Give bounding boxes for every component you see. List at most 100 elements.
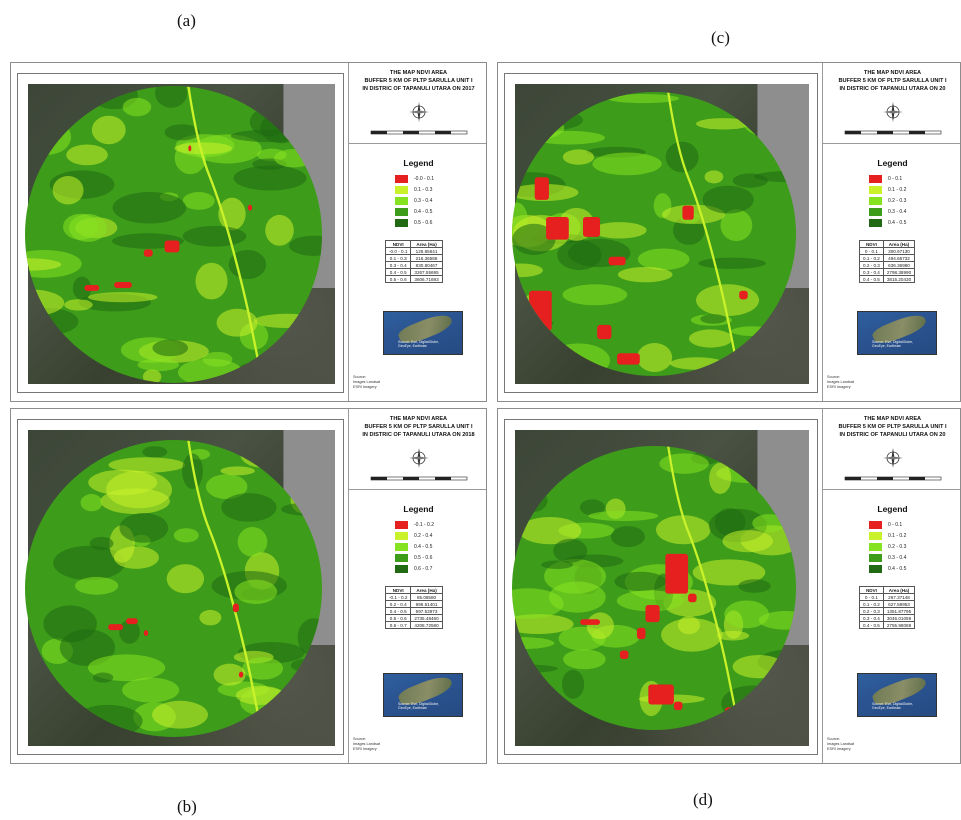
scale-bar	[370, 131, 467, 135]
legend-label: 0 - 0.1	[888, 521, 903, 528]
table-cell: 0.3 - 0.4	[384, 261, 412, 270]
low-ndvi-patch	[232, 602, 239, 612]
ndvi-texture	[43, 604, 97, 642]
ndvi-texture	[517, 489, 548, 513]
ndvi-texture	[512, 466, 555, 488]
legend-swatch	[395, 531, 408, 540]
source-line: ESRI Imagery	[827, 384, 851, 389]
ndvi-texture	[561, 669, 585, 699]
ndvi-texture	[709, 462, 732, 494]
ndvi-texture	[25, 257, 62, 271]
ndvi-texture	[579, 499, 605, 516]
ndvi-texture	[722, 530, 773, 553]
table-cell: 216.36588	[410, 254, 443, 263]
table-cell: 0.2 - 0.4	[384, 600, 412, 609]
ndvi-texture	[113, 545, 159, 569]
ndvi-texture	[696, 118, 751, 130]
table-row: 0.4 - 0.5 3815.20430	[859, 275, 916, 284]
inset-note-line: Source: Esri, DigitalGlobe,	[872, 339, 914, 344]
low-ndvi-patch	[529, 290, 552, 331]
table-cell: 267.37148	[882, 593, 916, 602]
map-title-line: BUFFER 5 KM OF PLTP SARULLA UNIT I	[838, 78, 947, 85]
ndvi-texture	[174, 141, 233, 154]
inset-location-map: Source: Esri, DigitalGlobe, GeoEye, Earth…	[857, 311, 937, 355]
low-ndvi-patch	[739, 290, 748, 300]
ndvi-texture	[52, 175, 84, 205]
low-ndvi-patch	[114, 281, 132, 288]
table-header-row: NDVI Area (Ha)	[384, 240, 443, 249]
legend-swatch	[395, 542, 408, 551]
ndvi-texture	[512, 349, 534, 373]
ndvi-texture	[72, 276, 92, 300]
ndvi-texture	[512, 614, 574, 635]
ndvi-texture	[119, 619, 140, 644]
inset-note: Source: Esri, DigitalGlobe, GeoEye, Earth…	[398, 702, 439, 710]
legend-row: 0.3 - 0.4	[869, 206, 960, 217]
ndvi-texture	[700, 314, 727, 324]
legend-row: 0.2 - 0.3	[869, 195, 960, 206]
legend-title: Legend	[877, 504, 908, 515]
table-header-row: NDVI Area (Ha)	[384, 586, 443, 595]
ndvi-texture	[716, 630, 750, 641]
low-ndvi-patch	[648, 684, 674, 705]
ndvi-texture	[155, 85, 188, 108]
legend-swatch	[395, 520, 408, 529]
ndvi-texture	[659, 453, 709, 474]
table-row: 0.2 - 0.3 636.36980	[859, 261, 916, 270]
river-line	[667, 446, 741, 730]
table-cell: 85.08580	[410, 593, 443, 602]
map-info-column: THE MAP NDVI AREA BUFFER 5 KM OF PLTP SAR…	[348, 63, 486, 401]
table-cell: 1351.87795	[882, 607, 916, 616]
ndvi-texture	[610, 526, 645, 548]
ndvi-texture	[66, 144, 108, 165]
ndvi-texture	[512, 223, 556, 256]
table-header-row: NDVI Area (Ha)	[859, 586, 916, 595]
legend-row: 0.2 - 0.4	[395, 530, 486, 541]
legend-row: 0.3 - 0.4	[869, 552, 960, 563]
map-frame	[504, 73, 818, 393]
ndvi-area-table: NDVI Area (Ha) 0 - 0.1 267.37148 0.1 - 0.2 62…	[859, 586, 916, 630]
legend-row: 0 - 0.1	[869, 519, 960, 530]
map-title-line: IN DISTRIC OF TAPANULI UTARA ON 20	[839, 432, 946, 439]
table-header: Area (Ha)	[410, 586, 443, 595]
ndvi-texture	[669, 357, 725, 370]
low-ndvi-patch	[143, 248, 153, 257]
map-title: THE MAP NDVI AREA BUFFER 5 KM OF PLTP SAR…	[349, 63, 486, 93]
ndvi-texture	[588, 510, 659, 521]
map-title-line: BUFFER 5 KM OF PLTP SARULLA UNIT I	[364, 78, 473, 85]
legend-row: 0.6 - 0.7	[395, 563, 486, 574]
table-cell: 0 - 0.1	[859, 593, 884, 602]
low-ndvi-patch	[665, 553, 689, 594]
ndvi-texture	[733, 355, 754, 374]
table-row: 0.4 - 0.5 3267.55695	[384, 268, 443, 277]
ndvi-texture	[234, 579, 278, 604]
map-frame	[17, 73, 344, 393]
low-ndvi-patch	[645, 605, 660, 623]
ndvi-texture	[563, 649, 606, 670]
info-divider	[349, 489, 486, 491]
source-line: Images Landsat	[827, 741, 855, 746]
ndvi-texture	[547, 343, 610, 376]
legend-label: 0.6 - 0.7	[414, 565, 433, 572]
map-title-line: BUFFER 5 KM OF PLTP SARULLA UNIT I	[364, 424, 473, 431]
ndvi-texture	[677, 616, 701, 635]
info-divider	[823, 489, 960, 491]
table-cell: 125.85641	[410, 247, 443, 256]
river-line	[187, 439, 264, 737]
ndvi-texture	[122, 97, 152, 116]
inset-note-line: GeoEye, Earthstar	[398, 343, 427, 348]
ndvi-texture	[512, 121, 541, 148]
legend-label: 0.4 - 0.5	[888, 565, 907, 572]
ndvi-texture	[253, 313, 320, 328]
legend-row: 0 - 0.1	[869, 173, 960, 184]
table-row: 0.3 - 0.4 830.80467	[384, 261, 443, 270]
legend-row: 0.1 - 0.2	[869, 184, 960, 195]
ndvi-texture	[512, 339, 526, 363]
ndvi-texture	[592, 222, 647, 239]
ndvi-buffer-circle	[25, 85, 322, 383]
ndvi-texture	[514, 109, 583, 131]
table-cell: 0.4 - 0.5	[859, 621, 884, 630]
source-label: Source:	[827, 375, 841, 379]
legend-title: Legend	[403, 504, 434, 515]
legend-row: 0.5 - 0.6	[395, 552, 486, 563]
